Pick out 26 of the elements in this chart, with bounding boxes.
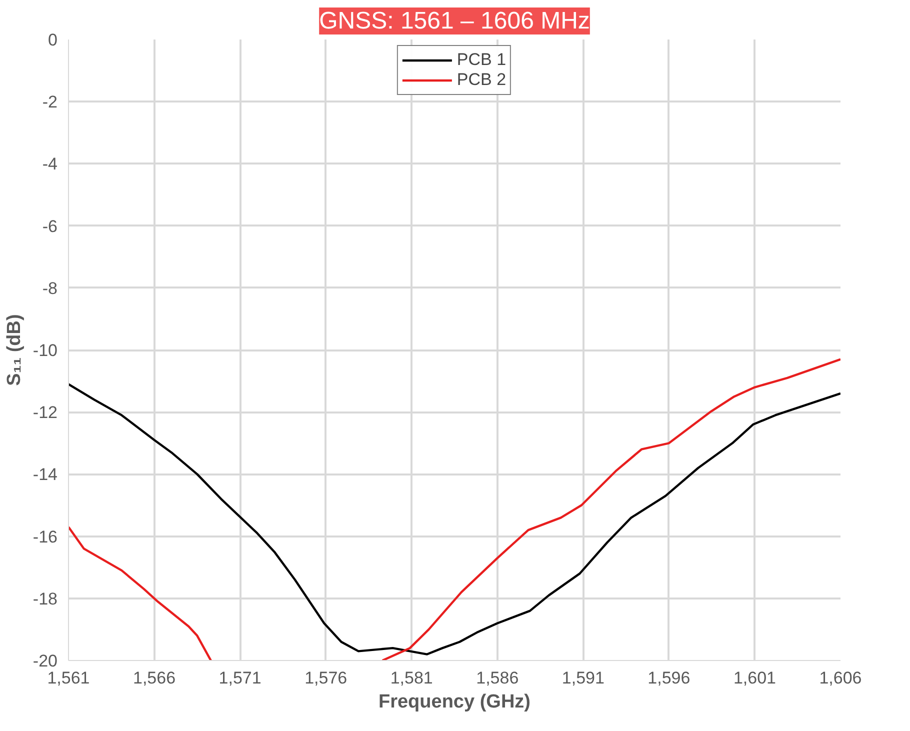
x-tick-label: 1,581	[390, 668, 433, 688]
y-tick-label: -10	[32, 341, 58, 360]
x-tick-label: 1,601	[733, 668, 776, 688]
x-tick-label: 1,606	[819, 668, 862, 688]
y-tick-label: -16	[32, 527, 58, 546]
chart-title: GNSS: 1561 – 1606 MHz	[319, 8, 590, 34]
x-tick-label: 1,561	[47, 668, 90, 688]
y-tick-label: 0	[48, 30, 58, 50]
x-tick-label: 1,591	[562, 668, 604, 688]
y-tick-label: -14	[32, 465, 58, 484]
x-tick-label: 1,566	[133, 668, 176, 688]
x-axis-title: Frequency (GHz)	[378, 692, 531, 712]
x-tick-label: 1,586	[476, 668, 519, 688]
y-tick-label: -2	[42, 92, 58, 112]
y-tick-label: -12	[32, 403, 58, 422]
y-tick-label: -8	[42, 278, 58, 298]
x-tick-label: 1,596	[648, 668, 690, 688]
x-tick-label: 1,576	[304, 668, 348, 688]
y-tick-label: -20	[32, 652, 58, 670]
y-tick-label: -6	[42, 216, 58, 236]
y-tick-label: -18	[32, 589, 58, 608]
y-tick-label: -4	[42, 154, 58, 174]
legend-label: PCB 1	[456, 50, 506, 70]
y-axis-title: S₁₁ (dB)	[4, 314, 25, 386]
x-tick-label: 1,571	[218, 668, 262, 688]
legend-label: PCB 2	[456, 70, 506, 90]
